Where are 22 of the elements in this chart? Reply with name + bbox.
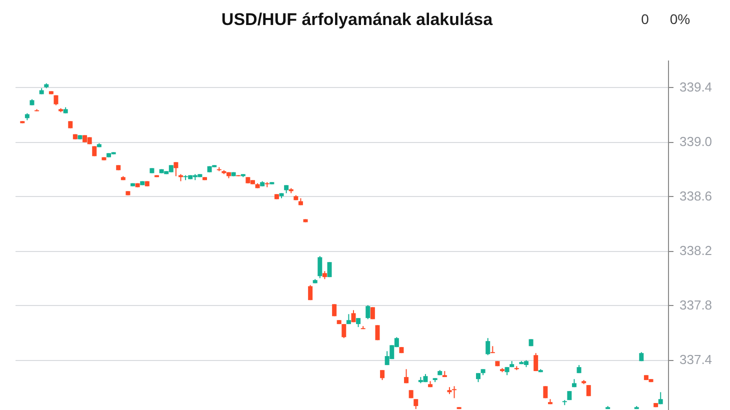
- candlestick: [375, 324, 380, 341]
- candlestick: [404, 368, 409, 384]
- y-tick-label: 337.8: [680, 298, 712, 313]
- candlestick: [452, 386, 457, 399]
- candlestick: [327, 262, 332, 278]
- y-tick-label: 339.4: [680, 80, 712, 95]
- y-tick-label: 338.6: [680, 188, 712, 204]
- candlestick: [174, 162, 178, 177]
- y-tick-label: 337.4: [680, 352, 712, 368]
- candlestick: [534, 352, 538, 372]
- candlestick: [366, 304, 370, 320]
- text: 0: [641, 11, 650, 27]
- candlestick: [342, 324, 346, 339]
- candlestick: [380, 370, 385, 381]
- candlestick: [486, 338, 490, 356]
- y-tick-label: 339.0: [680, 134, 712, 150]
- text: 0%: [670, 11, 690, 27]
- y-tick-label: 338.2: [680, 243, 712, 258]
- candlestick: [308, 284, 313, 301]
- candlestick: [414, 398, 418, 410]
- candlestick: [318, 256, 322, 279]
- chart-title: USD/HUF árfolyamának alakulása: [221, 10, 494, 29]
